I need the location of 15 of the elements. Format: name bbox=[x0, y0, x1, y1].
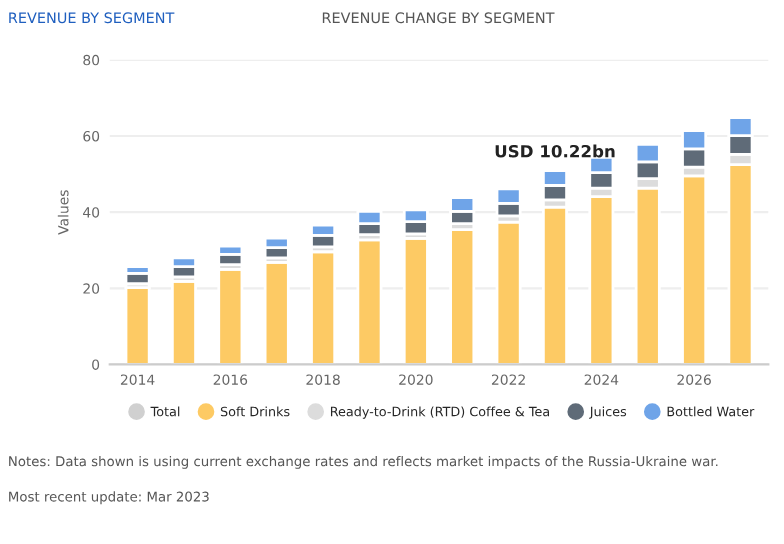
bar bbox=[727, 163, 754, 365]
bar bbox=[634, 186, 661, 365]
bar bbox=[681, 174, 708, 365]
bar bbox=[170, 280, 197, 365]
bar bbox=[542, 205, 568, 365]
bar bbox=[263, 261, 290, 365]
bar bbox=[217, 267, 244, 365]
bar bbox=[449, 228, 476, 365]
bar bbox=[356, 238, 383, 365]
bar bbox=[495, 220, 522, 365]
bar bbox=[124, 286, 151, 365]
bar bbox=[402, 237, 429, 365]
annotation: USD 10.22bn bbox=[495, 144, 615, 158]
bar bbox=[588, 195, 615, 365]
bar bbox=[310, 250, 337, 365]
